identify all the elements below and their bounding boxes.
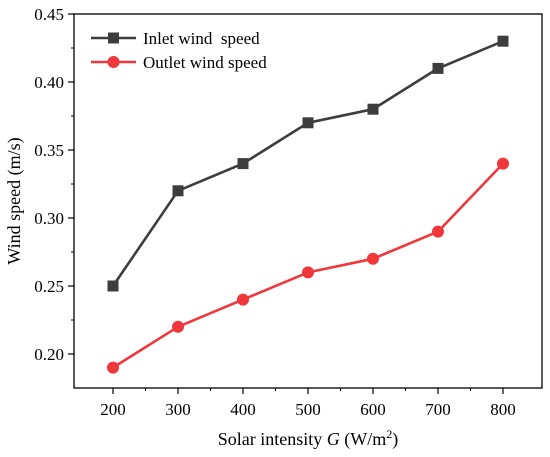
- series-layer: [107, 35, 509, 374]
- x-tick-label: 700: [425, 400, 451, 419]
- legend-label: Inlet wind speed: [143, 29, 260, 48]
- data-point-inlet: [107, 280, 119, 292]
- x-tick-label: 800: [490, 400, 516, 419]
- data-point-inlet: [367, 103, 379, 115]
- x-tick-label: 600: [360, 400, 386, 419]
- series-line-1: [111, 40, 504, 287]
- y-tick-label: 0.45: [34, 5, 64, 24]
- x-tick-label: 400: [230, 400, 256, 419]
- y-tick-label: 0.20: [34, 345, 64, 364]
- y-tick-label: 0.35: [34, 141, 64, 160]
- data-point-outlet: [237, 293, 249, 306]
- x-tick-label: 300: [165, 400, 191, 419]
- data-point-inlet: [497, 35, 509, 47]
- legend: Inlet wind speed Outlet wind speed: [91, 29, 267, 72]
- legend-square-marker: [108, 32, 119, 44]
- data-point-inlet: [302, 117, 314, 129]
- data-point-inlet: [172, 185, 184, 197]
- data-point-inlet: [237, 158, 249, 170]
- x-axis: 200 300 400 500 600 700 800: [100, 388, 516, 419]
- data-point-outlet: [107, 361, 119, 374]
- data-point-inlet: [432, 62, 444, 74]
- y-tick-label: 0.40: [34, 73, 64, 92]
- y-tick-label: 0.30: [34, 209, 64, 228]
- data-point-outlet: [497, 157, 509, 170]
- x-tick-label: 200: [100, 400, 126, 419]
- data-point-outlet: [302, 266, 314, 279]
- data-point-outlet: [432, 225, 444, 238]
- legend-circle-marker: [107, 56, 120, 68]
- y-axis-label: Wind speed (m/s): [4, 137, 25, 264]
- legend-label: Outlet wind speed: [143, 53, 267, 72]
- series-line-2: [112, 162, 504, 369]
- data-point-outlet: [172, 320, 184, 333]
- x-tick-label: 500: [295, 400, 321, 419]
- x-axis-label: Solar intensity G (W/m2): [218, 427, 399, 450]
- y-tick-label: 0.25: [34, 277, 64, 296]
- y-axis: 0.20 0.25 0.30 0.35 0.40 0.45: [34, 5, 74, 364]
- data-point-outlet: [367, 252, 379, 265]
